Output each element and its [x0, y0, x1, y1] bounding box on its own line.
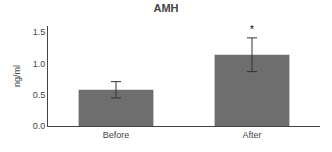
svg-text:0.0: 0.0 [33, 121, 46, 131]
svg-text:1.0: 1.0 [33, 59, 46, 69]
svg-text:AMH: AMH [153, 2, 178, 14]
svg-text:Before: Before [103, 130, 130, 140]
svg-text:*: * [250, 24, 254, 35]
svg-text:ng/ml: ng/ml [12, 65, 22, 87]
svg-text:1.5: 1.5 [33, 27, 46, 37]
svg-text:After: After [242, 130, 261, 140]
svg-text:0.5: 0.5 [33, 90, 46, 100]
